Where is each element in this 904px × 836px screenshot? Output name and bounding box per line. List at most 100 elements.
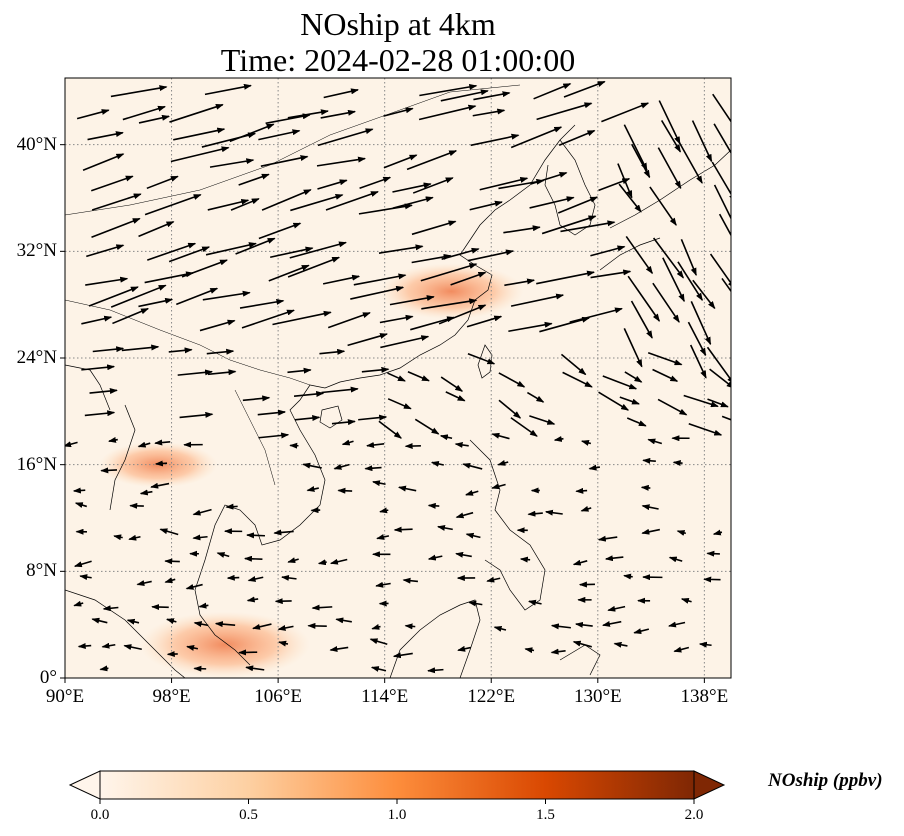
wind-arrow — [454, 441, 469, 448]
wind-arrow — [402, 577, 418, 584]
wind-arrow — [100, 467, 118, 474]
wind-arrow — [168, 246, 211, 263]
wind-arrow — [406, 150, 458, 171]
wind-arrow — [623, 124, 648, 172]
wind-arrow — [265, 113, 311, 125]
wind-arrow — [170, 146, 230, 163]
wind-arrow — [598, 178, 631, 192]
wind-arrow — [164, 577, 176, 584]
title-line-2: Time: 2024-02-28 01:00:00 — [220, 42, 576, 78]
wind-arrow — [287, 109, 329, 119]
wind-arrow — [707, 398, 729, 408]
wind-arrow — [479, 177, 529, 191]
title-line-1: NOship at 4km — [300, 6, 496, 42]
wind-arrow — [633, 628, 650, 635]
wind-arrow — [410, 316, 455, 331]
wind-arrow — [92, 346, 125, 353]
wind-arrow — [86, 244, 125, 258]
wind-arrow — [529, 196, 575, 209]
wind-arrow — [508, 321, 553, 333]
wind-arrow — [341, 439, 354, 446]
wind-arrow — [81, 364, 116, 371]
wind-arrow — [466, 315, 503, 328]
wind-arrow — [439, 434, 453, 441]
wind-arrow — [421, 298, 478, 310]
wind-arrow — [123, 644, 142, 651]
wind-arrow — [683, 394, 719, 408]
wind-arrow — [427, 554, 443, 561]
wind-arrow — [510, 126, 563, 149]
wind-arrow — [364, 465, 382, 472]
colorbar-tick-label: 1.0 — [387, 807, 407, 823]
wind-arrow — [91, 193, 142, 211]
lat-tick-label: 24°N — [16, 347, 57, 368]
colorbar-title: NOship (ppbv) — [768, 770, 883, 791]
wind-arrow — [497, 459, 509, 466]
wind-arrow — [465, 489, 479, 496]
wind-arrow — [558, 129, 596, 146]
wind-arrow — [193, 621, 209, 628]
lon-tick-label: 106°E — [254, 686, 302, 707]
wind-arrow — [239, 298, 285, 309]
wind-arrow — [350, 285, 405, 300]
wind-arrow — [601, 102, 650, 123]
wind-arrow — [491, 432, 510, 440]
wind-arrow — [185, 583, 203, 590]
hotspot-east-china-sea — [379, 263, 524, 320]
wind-arrow — [375, 581, 391, 588]
wind-arrow — [306, 486, 319, 492]
wind-arrow — [652, 368, 679, 382]
wind-arrow — [623, 328, 643, 368]
wind-arrow — [721, 415, 731, 421]
wind-arrow — [649, 186, 677, 226]
wind-arrow — [604, 555, 624, 562]
wind-arrow — [457, 645, 471, 652]
wind-arrow — [652, 282, 680, 323]
wind-arrow — [316, 156, 367, 167]
wind-arrow — [698, 641, 712, 648]
wind-arrow — [164, 558, 180, 565]
wind-arrow — [353, 273, 407, 286]
wind-arrow — [712, 529, 723, 536]
wind-arrow — [393, 526, 413, 533]
wind-arrow — [440, 89, 489, 102]
wind-arrow — [418, 104, 477, 121]
wind-arrow — [706, 550, 720, 557]
wind-arrow — [329, 646, 349, 652]
wind-arrow — [277, 625, 294, 631]
wind-arrow — [169, 103, 224, 123]
wind-arrow — [177, 369, 214, 376]
wind-arrow — [630, 300, 653, 339]
wind-arrow — [76, 109, 110, 120]
wind-arrow — [536, 270, 595, 285]
lat-tick-label: 40°N — [16, 133, 57, 155]
wind-arrow — [690, 301, 712, 346]
wind-arrow — [146, 175, 179, 190]
wind-arrow — [159, 528, 179, 536]
wind-arrow — [469, 200, 503, 211]
wind-arrow — [138, 297, 174, 308]
wind-arrow — [258, 432, 290, 439]
wind-arrow — [510, 417, 538, 437]
wind-arrow — [347, 333, 388, 347]
wind-arrow — [550, 648, 566, 655]
wind-arrow — [472, 108, 506, 117]
wind-arrow — [602, 620, 622, 627]
wind-arrow — [81, 315, 113, 325]
wind-arrow — [79, 574, 92, 581]
wind-arrow — [678, 141, 703, 184]
wind-arrow — [128, 534, 141, 541]
wind-arrow — [323, 88, 359, 99]
wind-arrow — [412, 177, 454, 194]
wind-arrow — [718, 213, 731, 237]
wind-arrow — [137, 441, 151, 448]
wind-arrow — [676, 530, 687, 536]
wind-arrow — [560, 220, 616, 233]
wind-arrow — [257, 409, 287, 416]
lon-tick-label: 130°E — [573, 686, 622, 707]
lon-tick-label: 90°E — [45, 686, 85, 707]
wind-arrow — [588, 464, 600, 471]
wind-arrow — [278, 640, 289, 647]
wind-arrow — [317, 179, 348, 190]
